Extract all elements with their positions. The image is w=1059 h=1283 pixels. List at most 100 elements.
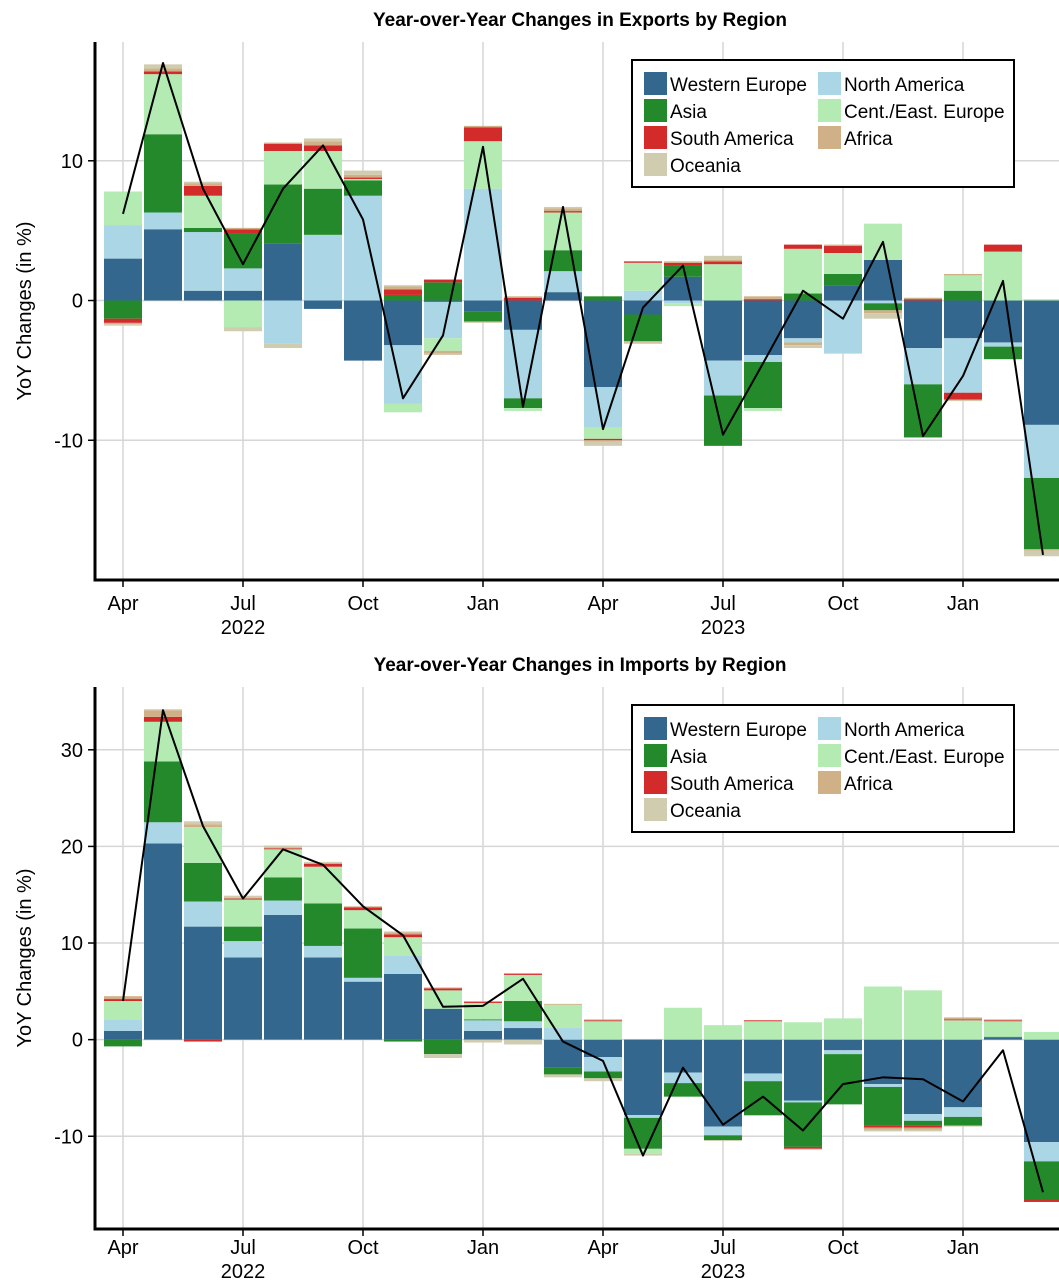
imports-bar-oceania-2024-01	[944, 1125, 982, 1127]
imports-bar-south-america-2023-09	[784, 1146, 822, 1149]
imports-bar-cent-east-europe-2023-05	[624, 1148, 662, 1154]
exports-bar-north-america-2023-04	[584, 387, 622, 428]
imports-bar-asia-2023-12	[904, 1120, 942, 1126]
exports-bar-western-europe-2023-10	[824, 285, 862, 301]
exports-bar-western-europe-2023-07	[704, 300, 742, 361]
imports-bar-asia-2023-02	[504, 1000, 542, 1022]
exports-legend-label-north-america: North America	[844, 75, 965, 96]
imports-bar-western-europe-2022-05	[144, 843, 182, 1040]
imports-bar-western-europe-2024-01	[944, 1039, 982, 1108]
exports-bar-oceania-2023-05	[624, 342, 662, 344]
imports-bar-asia-2023-11	[864, 1086, 902, 1126]
imports-bar-africa-2024-02	[984, 1019, 1022, 1021]
exports-bar-south-america-2024-02	[984, 244, 1022, 252]
imports-bar-south-america-2023-11	[864, 1125, 902, 1128]
exports-bar-oceania-2023-07	[704, 255, 742, 260]
imports-bar-africa-2024-01	[944, 1017, 982, 1020]
imports-bar-south-america-2023-04	[584, 1020, 622, 1022]
exports-bar-south-america-2023-02	[504, 297, 542, 301]
exports-bar-oceania-2022-10	[344, 170, 382, 175]
imports-x-tick-label: Apr	[107, 1237, 138, 1259]
exports-bar-africa-2023-04	[584, 440, 622, 442]
imports-y-tick-label: 0	[72, 1030, 83, 1052]
imports-bar-western-europe-2023-08	[744, 1039, 782, 1074]
exports-bar-western-europe-2022-06	[184, 290, 222, 301]
exports-bar-oceania-2022-06	[184, 181, 222, 184]
imports-bar-cent-east-europe-2023-04	[584, 1021, 622, 1040]
exports-bar-cent-east-europe-2024-02	[984, 251, 1022, 301]
imports-chart-title: Year-over-Year Changes in Imports by Reg…	[374, 655, 787, 676]
imports-bar-asia-2022-06	[184, 862, 222, 902]
exports-bar-asia-2023-09	[784, 293, 822, 301]
exports-bar-cent-east-europe-2022-07	[224, 300, 262, 328]
exports-bar-south-america-2023-09	[784, 244, 822, 249]
exports-bar-south-america-2023-07	[704, 261, 742, 265]
imports-bar-asia-2022-12	[424, 1039, 462, 1055]
exports-bar-africa-2023-10	[824, 244, 862, 247]
imports-bar-oceania-2022-06	[184, 821, 222, 825]
exports-bar-asia-2022-05	[144, 134, 182, 213]
imports-legend-label-africa: Africa	[844, 774, 893, 795]
imports-y-tick-label: -10	[54, 1126, 83, 1148]
imports-bar-north-america-2023-06	[664, 1072, 702, 1084]
imports-legend-swatch-oceania	[644, 798, 667, 821]
exports-bar-south-america-2022-07	[224, 229, 262, 234]
exports-bar-cent-east-europe-2022-08	[264, 150, 302, 185]
exports-bar-western-europe-2022-04	[104, 258, 142, 301]
exports-legend-swatch-north-america	[818, 72, 841, 95]
exports-bar-asia-2024-02	[984, 346, 1022, 360]
exports-bar-asia-2023-07	[704, 395, 742, 446]
imports-bar-oceania-2023-04	[584, 1078, 622, 1082]
imports-bar-asia-2023-09	[784, 1102, 822, 1147]
exports-bar-cent-east-europe-2024-03	[1024, 299, 1059, 301]
exports-bar-oceania-2022-11	[384, 285, 422, 287]
exports-bar-north-america-2022-08	[264, 300, 302, 344]
imports-bar-north-america-2023-01	[464, 1020, 502, 1031]
exports-bar-north-america-2023-12	[904, 348, 942, 385]
imports-bar-asia-2023-04	[584, 1071, 622, 1079]
exports-bar-africa-2024-01	[944, 273, 982, 276]
exports-bar-asia-2022-06	[184, 227, 222, 233]
exports-bar-north-america-2023-03	[544, 271, 582, 293]
imports-y-tick-label: 20	[61, 836, 83, 858]
imports-bar-cent-east-europe-2023-06	[664, 1007, 702, 1040]
exports-bar-south-america-2022-12	[424, 279, 462, 283]
imports-y-tick-label: 10	[61, 933, 83, 955]
imports-bar-asia-2022-05	[144, 761, 182, 823]
imports-legend-label-south-america: South America	[670, 774, 794, 795]
imports-bar-cent-east-europe-2023-12	[904, 990, 942, 1040]
imports-bar-north-america-2023-07	[704, 1126, 742, 1136]
exports-bar-western-europe-2022-08	[264, 243, 302, 301]
imports-bar-western-europe-2022-06	[184, 926, 222, 1040]
imports-x-tick-label: Jan	[467, 1237, 499, 1259]
imports-x-tick-label: Oct	[827, 1237, 859, 1259]
exports-legend-swatch-south-america	[644, 126, 667, 149]
exports-bar-cent-east-europe-2022-11	[384, 403, 422, 413]
imports-bar-cent-east-europe-2022-12	[424, 990, 462, 1009]
exports-bar-africa-2023-06	[664, 261, 702, 263]
exports-bar-asia-2024-03	[1024, 477, 1059, 550]
exports-bar-north-america-2022-04	[104, 225, 142, 259]
imports-y-axis-label: YoY Changes (in %)	[14, 868, 36, 1047]
exports-legend-swatch-africa	[818, 126, 841, 149]
exports-bar-oceania-2024-03	[1024, 550, 1059, 557]
exports-bar-western-europe-2022-05	[144, 229, 182, 301]
imports-chart: Year-over-Year Changes in Imports by Reg…	[14, 655, 1059, 1283]
exports-bar-africa-2022-09	[304, 141, 342, 146]
imports-bar-africa-2023-02	[504, 972, 542, 974]
exports-bar-asia-2023-10	[824, 273, 862, 286]
imports-legend-swatch-asia	[644, 744, 667, 767]
imports-bar-cent-east-europe-2022-05	[144, 721, 182, 762]
imports-legend-swatch-north-america	[818, 717, 841, 740]
imports-bar-asia-2024-02	[984, 1036, 1022, 1038]
exports-bar-africa-2022-12	[424, 350, 462, 354]
exports-bar-cent-east-europe-2023-10	[824, 253, 862, 274]
exports-bar-oceania-2023-11	[864, 313, 902, 319]
exports-bar-africa-2022-04	[104, 322, 142, 325]
imports-bar-africa-2022-09	[304, 862, 342, 864]
exports-bar-oceania-2022-04	[104, 324, 142, 326]
imports-bar-asia-2022-11	[384, 1039, 422, 1042]
exports-bar-africa-2023-09	[784, 342, 822, 346]
imports-bar-western-europe-2023-03	[544, 1039, 582, 1068]
